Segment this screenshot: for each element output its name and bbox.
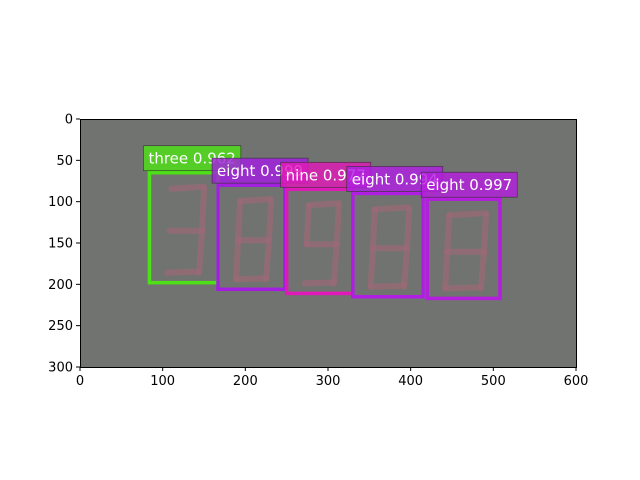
detection-box bbox=[351, 191, 425, 299]
digit-segment bbox=[446, 210, 489, 219]
digit-segment bbox=[164, 268, 203, 276]
digit-segment bbox=[233, 275, 270, 283]
digit-segment bbox=[367, 282, 408, 290]
digit-segment bbox=[263, 237, 273, 283]
y-tick-label: 300 bbox=[48, 361, 73, 376]
digit-strokes bbox=[164, 183, 489, 292]
x-tick-label: 500 bbox=[481, 374, 506, 389]
y-tick-label: 100 bbox=[48, 195, 73, 210]
digit-segment bbox=[199, 185, 208, 234]
digit-segment bbox=[401, 245, 411, 290]
digit-segment bbox=[301, 279, 337, 287]
x-tick-label: 400 bbox=[398, 374, 423, 389]
digit-segment bbox=[404, 206, 413, 252]
detection-label: nine 0.977 bbox=[286, 166, 366, 184]
y-tick-label: 200 bbox=[48, 278, 73, 293]
digit-segment bbox=[333, 202, 342, 248]
digit-segment bbox=[442, 284, 484, 292]
x-tick-label: 200 bbox=[233, 374, 258, 389]
x-tick-label: 100 bbox=[150, 374, 175, 389]
detection-label-bg bbox=[420, 171, 518, 198]
digit-segment bbox=[477, 248, 487, 292]
digit-segment bbox=[367, 245, 376, 290]
x-axis: 0 100 200 300 400 500 600 bbox=[76, 367, 589, 389]
y-tick-label: 0 bbox=[65, 113, 73, 128]
digit-segment bbox=[233, 237, 242, 283]
digit-segment bbox=[237, 196, 275, 205]
x-tick-label: 0 bbox=[76, 374, 84, 389]
detection-label: eight 0.997 bbox=[426, 176, 512, 194]
digit-segment bbox=[369, 206, 378, 252]
x-tick-label: 600 bbox=[564, 374, 589, 389]
detection-label: eight 0.994 bbox=[352, 170, 438, 188]
digit-segment bbox=[266, 198, 275, 244]
digit-segment bbox=[168, 183, 208, 192]
digit-segment bbox=[303, 202, 312, 248]
detection-box bbox=[425, 197, 502, 301]
digit-segment bbox=[235, 198, 244, 244]
digit-segment bbox=[330, 241, 340, 287]
x-tick-label: 300 bbox=[316, 374, 341, 389]
y-tick-label: 250 bbox=[48, 319, 73, 334]
y-tick-label: 150 bbox=[48, 237, 73, 252]
digit-segment bbox=[196, 227, 206, 276]
y-tick-label: 50 bbox=[56, 154, 73, 169]
digit-segment bbox=[371, 204, 413, 213]
digit-segment bbox=[442, 248, 451, 292]
y-axis: 0 50 100 150 200 250 300 bbox=[48, 113, 80, 376]
digit-segment bbox=[305, 200, 342, 209]
digit-segment bbox=[480, 212, 489, 255]
digit-segment bbox=[444, 212, 453, 255]
